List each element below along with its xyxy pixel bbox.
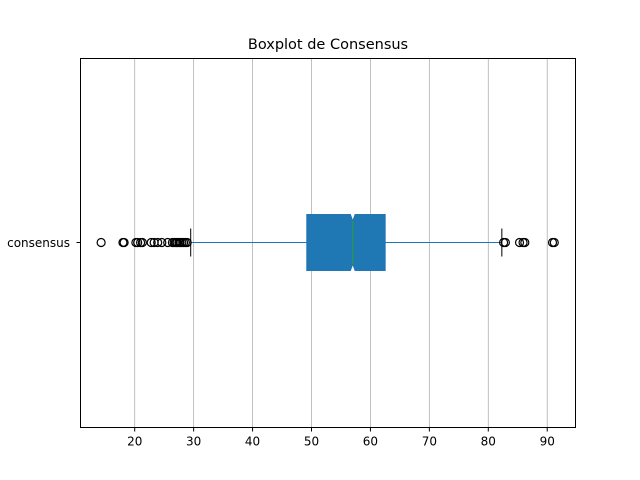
outlier-point: [549, 237, 559, 248]
outlier-point: [137, 237, 147, 248]
x-tick-label: 50: [304, 435, 319, 449]
outlier-point: [133, 237, 143, 248]
outlier-point: [146, 237, 156, 248]
y-axis: consensus: [7, 236, 81, 250]
plot-area: [96, 214, 559, 271]
x-axis-ticks: 20 30 40 50 60 70 80 90: [127, 427, 555, 449]
outlier-point: [153, 237, 163, 248]
x-tick-label: 70: [422, 435, 437, 449]
x-tick-label: 90: [540, 435, 555, 449]
outlier-point: [96, 237, 106, 248]
y-tick-label: consensus: [7, 236, 70, 250]
outlier-point: [500, 237, 510, 248]
outlier-point: [119, 237, 129, 248]
outlier-point: [514, 237, 525, 248]
x-tick-label: 60: [363, 435, 378, 449]
outlier-point: [157, 237, 167, 248]
x-tick-label: 40: [245, 435, 260, 449]
x-tick-label: 20: [127, 435, 142, 449]
box: [306, 214, 386, 271]
outlier-point: [520, 237, 530, 248]
x-tick-label: 30: [186, 435, 201, 449]
chart-title: Boxplot de Consensus: [248, 37, 408, 53]
outlier-point: [182, 237, 192, 248]
x-tick-label: 80: [481, 435, 496, 449]
